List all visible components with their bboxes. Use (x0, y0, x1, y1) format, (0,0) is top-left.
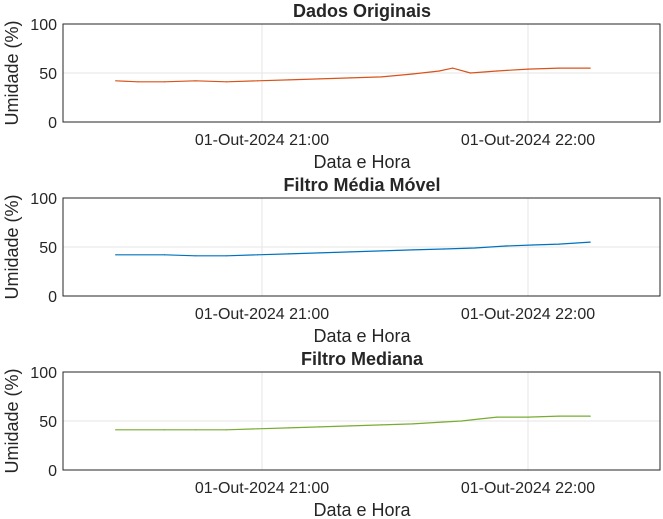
y-tick-label-1-100: 100 (30, 17, 57, 34)
x-tick-label-1-2100: 01-Out-2024 21:00 (195, 132, 329, 149)
x-grid-2 (261, 198, 529, 296)
data-point-3-12 (478, 418, 480, 420)
data-point-2-5 (288, 253, 290, 255)
y-tick-label-2-0: 0 (48, 289, 57, 306)
data-point-1-10 (412, 73, 414, 75)
y-tick-label-3-0: 0 (48, 463, 57, 480)
data-point-3-1 (163, 429, 166, 431)
axes-box-1 (62, 23, 661, 123)
x-axis-label-3: Data e Hora (313, 500, 411, 519)
data-point-1-2 (163, 81, 166, 83)
subplot-1: Dados Originais 100 50 0 01-Out-2024 21:… (2, 1, 661, 172)
x-axis-label-2: Data e Hora (313, 326, 411, 346)
data-point-2-9 (412, 249, 414, 251)
data-point-2-4 (257, 254, 259, 256)
data-point-1-4 (225, 81, 228, 83)
data-point-1-1 (137, 81, 139, 83)
data-point-3-4 (257, 428, 259, 430)
data-point-1-7 (319, 78, 321, 80)
data-point-3-14 (527, 416, 529, 418)
data-point-2-15 (589, 241, 591, 243)
data-point-3-7 (350, 425, 352, 427)
y-axis-label-3: Umidade (%) (2, 368, 22, 473)
x-grid-1 (261, 24, 529, 122)
data-point-1-16 (558, 67, 560, 69)
data-point-1-9 (381, 76, 383, 78)
chart-title-2: Filtro Média Móvel (283, 175, 440, 195)
data-point-1-11 (438, 70, 440, 72)
data-point-1-15 (527, 68, 529, 70)
data-point-2-11 (474, 247, 476, 249)
data-point-2-10 (443, 248, 445, 250)
x-tick-label-3-2200: 01-Out-2024 22:00 (461, 480, 595, 497)
axes-box-3 (62, 371, 661, 471)
data-point-3-16 (589, 415, 591, 417)
x-tick-label-2-2200: 01-Out-2024 22:00 (461, 306, 595, 323)
data-point-1-13 (469, 72, 471, 74)
data-point-2-6 (319, 252, 321, 254)
data-point-3-9 (412, 423, 414, 425)
x-grid-3 (261, 372, 529, 470)
y-tick-label-1-50: 50 (39, 66, 57, 83)
chart-title-1: Dados Originais (293, 1, 431, 21)
x-tick-label-2-2100: 01-Out-2024 21:00 (195, 306, 329, 323)
data-point-1-12 (452, 67, 454, 69)
data-point-3-3 (225, 429, 228, 431)
y-tick-label-2-100: 100 (30, 191, 57, 208)
data-point-2-3 (225, 255, 228, 257)
data-point-3-0 (115, 429, 117, 431)
data-point-3-11 (460, 420, 463, 422)
chart-title-3: Filtro Mediana (301, 349, 424, 369)
data-point-1-3 (194, 80, 197, 82)
data-point-2-8 (381, 250, 383, 252)
series-line-2 (115, 241, 591, 257)
x-axis-label-1: Data e Hora (313, 152, 411, 172)
data-point-3-10 (443, 421, 445, 423)
data-point-3-13 (496, 416, 498, 418)
axes-box-2 (62, 197, 661, 297)
data-point-1-5 (257, 80, 259, 82)
data-point-1-6 (288, 79, 290, 81)
data-point-2-7 (350, 251, 352, 253)
data-point-3-5 (288, 427, 290, 429)
data-point-2-2 (194, 255, 197, 257)
series-line-1 (115, 67, 591, 83)
y-axis-label-2: Umidade (%) (2, 194, 22, 299)
data-point-3-6 (319, 426, 321, 428)
data-point-2-1 (163, 254, 166, 256)
y-tick-label-3-50: 50 (39, 414, 57, 431)
data-point-1-0 (115, 80, 117, 82)
x-tick-label-1-2200: 01-Out-2024 22:00 (461, 132, 595, 149)
data-point-2-13 (531, 244, 534, 246)
data-point-1-17 (589, 67, 591, 69)
subplot-2: Filtro Média Móvel 100 50 0 01-Out-2024 … (2, 175, 661, 346)
data-point-3-15 (558, 415, 560, 417)
x-tick-label-3-2100: 01-Out-2024 21:00 (195, 480, 329, 497)
y-tick-label-1-0: 0 (48, 115, 57, 132)
data-point-1-8 (350, 77, 352, 79)
y-axis-label-1: Umidade (%) (2, 20, 22, 125)
y-tick-label-3-100: 100 (30, 365, 57, 382)
data-point-1-14 (496, 70, 498, 72)
data-point-3-8 (381, 424, 383, 426)
data-point-2-12 (505, 245, 507, 247)
data-point-2-0 (115, 254, 117, 256)
subplot-3: Filtro Mediana 100 50 0 01-Out-2024 21:0… (2, 349, 661, 519)
y-tick-label-2-50: 50 (39, 240, 57, 257)
data-point-3-2 (194, 429, 197, 431)
data-point-2-14 (558, 243, 560, 245)
